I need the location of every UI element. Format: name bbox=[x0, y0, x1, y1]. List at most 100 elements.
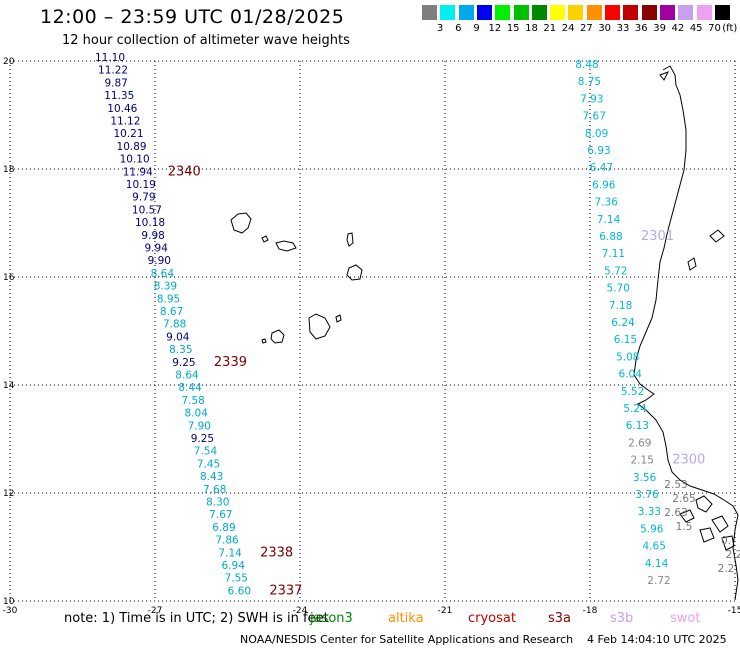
track-value: 5.72 bbox=[604, 265, 627, 277]
footer-organization: NOAA/NESDIS Center for Satellite Applica… bbox=[240, 633, 574, 646]
axis-tick-labels: -30 -27 -24 -21 -18 -15 20 18 16 14 12 10 bbox=[3, 57, 740, 616]
track-value: 3.33 bbox=[638, 506, 661, 518]
track-value: 10.18 bbox=[135, 217, 165, 229]
track-value: 7.86 bbox=[215, 535, 239, 547]
track-value: 5.70 bbox=[607, 283, 630, 295]
scale-swatch bbox=[586, 5, 602, 20]
track-value: 7.93 bbox=[580, 93, 603, 105]
lat-tick-label: 10 bbox=[3, 597, 15, 607]
lon-tick-label: -18 bbox=[583, 606, 598, 616]
scale-unit: (ft) bbox=[722, 23, 738, 34]
track-value: 6.24 bbox=[611, 317, 635, 329]
note-text: note: 1) Time is in UTC; 2) SWH is in fe… bbox=[64, 611, 329, 626]
track-value: 8.04 bbox=[185, 408, 209, 420]
track-value: 11.94 bbox=[123, 166, 153, 178]
track-value: 9.94 bbox=[145, 243, 169, 255]
track-value: 8.30 bbox=[206, 497, 229, 509]
scale-label: 42 bbox=[671, 23, 685, 34]
coastline-shape bbox=[721, 535, 735, 551]
track-value: 2.65 bbox=[672, 493, 695, 505]
scale-swatch bbox=[659, 5, 675, 20]
track-value: 2.72 bbox=[647, 575, 670, 587]
pass-label: 2301 bbox=[641, 229, 674, 244]
scale-label: 36 bbox=[634, 23, 648, 34]
lon-tick-label: -27 bbox=[148, 606, 163, 616]
track-value: 6.13 bbox=[626, 420, 649, 432]
track-value: 1.5 bbox=[676, 521, 693, 533]
track-value: 9.98 bbox=[141, 230, 164, 242]
scale-swatch bbox=[641, 5, 657, 20]
track-value: 9.25 bbox=[172, 357, 195, 369]
lon-tick-label: -21 bbox=[438, 606, 453, 616]
pass-label: 2300 bbox=[672, 453, 705, 468]
page-subtitle: 12 hour collection of altimeter wave hei… bbox=[62, 33, 350, 48]
lat-tick-label: 18 bbox=[3, 165, 15, 175]
lon-tick-label: -15 bbox=[728, 606, 740, 616]
scale-swatch bbox=[440, 5, 456, 20]
track-value: 6.88 bbox=[599, 231, 622, 243]
satellite-legend-item: s3a bbox=[548, 611, 572, 626]
scale-swatch bbox=[513, 5, 529, 20]
coastline-shape bbox=[699, 527, 715, 543]
track-value: 8.43 bbox=[200, 471, 223, 483]
track-value: 6.47 bbox=[590, 162, 613, 174]
track-value: 7.54 bbox=[194, 446, 218, 458]
coastline-shape bbox=[695, 495, 713, 513]
scale-label: 21 bbox=[543, 23, 557, 34]
track-value: 5.96 bbox=[640, 523, 664, 535]
scale-swatch bbox=[568, 5, 584, 20]
track-value: 2.15 bbox=[631, 455, 654, 467]
scale-label: 9 bbox=[473, 23, 480, 34]
track-value: 2.2 bbox=[726, 549, 740, 561]
track-value: 9.87 bbox=[104, 77, 127, 89]
track-value: 10.19 bbox=[126, 179, 156, 191]
scale-swatch bbox=[550, 5, 566, 20]
lat-tick-label: 16 bbox=[3, 273, 15, 283]
track-value: 7.14 bbox=[597, 214, 621, 226]
track-value: 7.67 bbox=[209, 509, 232, 521]
scale-label: 45 bbox=[689, 23, 703, 34]
track-value: 6.96 bbox=[592, 179, 616, 191]
coastline-shape bbox=[335, 314, 342, 323]
scale-label: 39 bbox=[653, 23, 666, 34]
track-value: 8.09 bbox=[585, 128, 608, 140]
scale-swatch bbox=[678, 5, 694, 20]
track-value: 3.56 bbox=[633, 472, 657, 484]
track-value: 2.69 bbox=[628, 437, 651, 449]
track-value: 7.45 bbox=[197, 458, 220, 470]
lon-tick-label: -24 bbox=[293, 606, 308, 616]
track-value: 7.67 bbox=[583, 111, 606, 123]
coastline-shape bbox=[308, 313, 331, 340]
track-value: 5.08 bbox=[616, 351, 639, 363]
track-value: 10.89 bbox=[117, 141, 147, 153]
pass-label: 2338 bbox=[260, 545, 293, 560]
pass-label: 2340 bbox=[168, 164, 201, 179]
track-value: 6.89 bbox=[212, 522, 235, 534]
track-value: 10.46 bbox=[107, 103, 137, 115]
track-value: 8.64 bbox=[175, 370, 199, 382]
track-value: 2.2 bbox=[718, 563, 735, 575]
scale-label: 3 bbox=[436, 23, 444, 34]
scale-swatch bbox=[605, 5, 620, 20]
page-title: 12:00 – 23:59 UTC 01/28/2025 bbox=[40, 6, 345, 28]
scale-label: 15 bbox=[506, 23, 520, 34]
coastline-shape bbox=[659, 71, 670, 81]
track-value: 0. bbox=[721, 535, 731, 547]
scale-label: 70 bbox=[708, 23, 721, 34]
scale-label: 24 bbox=[561, 23, 575, 34]
coastline-shape bbox=[270, 329, 285, 344]
track-value: 8.64 bbox=[151, 268, 175, 280]
track-value: 11.12 bbox=[110, 116, 140, 128]
coastline-shape bbox=[709, 229, 725, 243]
lat-tick-label: 12 bbox=[3, 489, 14, 499]
track-value: 11.10 bbox=[95, 52, 125, 64]
satellite-legend-item: cryosat bbox=[468, 611, 516, 626]
track-value: 8.44 bbox=[178, 382, 202, 394]
track-value: 7.14 bbox=[218, 547, 242, 559]
track-value: 11.22 bbox=[98, 65, 128, 77]
pass-label: 2339 bbox=[214, 355, 247, 370]
track-value: 7.36 bbox=[595, 197, 619, 209]
track-value: 6.04 bbox=[619, 369, 643, 381]
